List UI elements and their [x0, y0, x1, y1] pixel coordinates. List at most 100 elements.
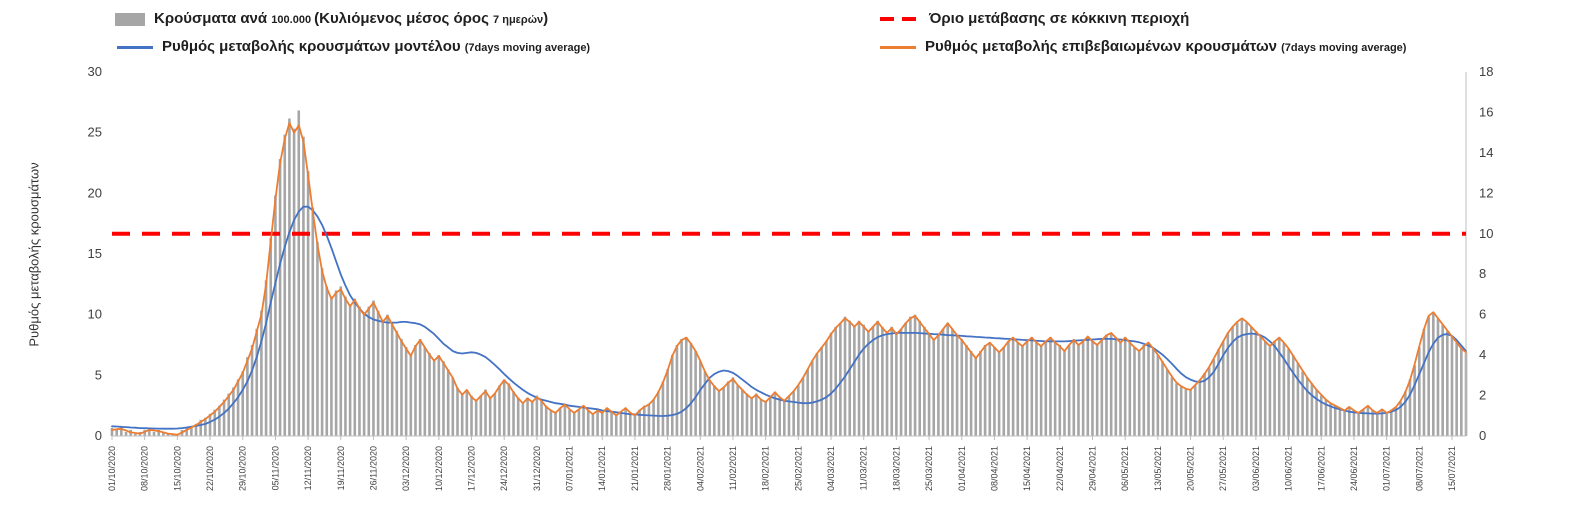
- case-bar: [717, 391, 721, 436]
- case-bar: [857, 320, 861, 436]
- case-bar: [498, 385, 501, 436]
- case-bar: [1207, 367, 1211, 436]
- legend-item-model-rate: Ρυθμός μεταβολής κρουσμάτων μοντέλου (7d…: [117, 38, 590, 56]
- case-bar: [194, 423, 198, 436]
- case-bar: [260, 310, 263, 436]
- x-tick-label: 03/06/2021: [1251, 446, 1261, 491]
- case-bar: [530, 401, 534, 436]
- legend-label: Ρυθμός μεταβολής κρουσμάτων μοντέλου: [162, 38, 465, 55]
- case-bar: [1245, 322, 1248, 436]
- x-tick-label: 28/01/2021: [663, 446, 673, 491]
- case-bar: [465, 389, 469, 436]
- case-bar: [582, 405, 585, 436]
- x-tick-label: 22/04/2021: [1055, 446, 1065, 491]
- case-bar: [867, 330, 870, 436]
- y-right-tick-label: 6: [1479, 307, 1486, 322]
- case-bar: [829, 332, 833, 436]
- x-tick-label: 10/12/2020: [434, 446, 444, 491]
- case-bar: [1277, 336, 1281, 436]
- case-bar: [339, 286, 343, 436]
- case-bar: [1109, 332, 1113, 436]
- case-bar: [1095, 345, 1099, 436]
- case-bar: [255, 328, 259, 436]
- case-bar: [993, 347, 996, 436]
- x-tick-label: 08/10/2020: [140, 446, 150, 491]
- case-bar: [745, 393, 749, 436]
- case-bar: [1319, 395, 1323, 436]
- case-bar: [1221, 340, 1225, 436]
- case-bar: [493, 393, 497, 436]
- case-bar: [797, 385, 800, 436]
- x-tick-label: 01/04/2021: [957, 446, 967, 491]
- case-bar: [927, 332, 931, 436]
- case-bar: [185, 427, 188, 436]
- x-tick-label: 15/10/2020: [172, 446, 182, 491]
- case-bar: [446, 369, 450, 436]
- case-bar: [1091, 340, 1094, 436]
- x-tick-label: 25/03/2021: [924, 446, 934, 491]
- x-tick-label: 14/01/2021: [597, 446, 607, 491]
- y-left-tick-label: 25: [88, 125, 102, 140]
- case-bar: [297, 110, 301, 437]
- case-bar: [390, 322, 394, 436]
- case-bar: [727, 381, 730, 436]
- case-bar: [904, 322, 908, 436]
- case-bar: [134, 433, 137, 436]
- case-bar: [1133, 347, 1136, 436]
- case-bar: [124, 431, 128, 436]
- case-bar: [633, 415, 637, 436]
- case-bar: [1413, 365, 1416, 436]
- case-bar: [1011, 336, 1015, 436]
- case-bar: [755, 393, 758, 436]
- case-bar: [946, 322, 950, 436]
- case-bar: [787, 395, 791, 436]
- case-bar: [1380, 409, 1384, 436]
- x-tick-label: 11/03/2021: [859, 446, 869, 490]
- case-bar: [913, 314, 917, 436]
- case-bar: [288, 118, 291, 436]
- case-bar: [1455, 342, 1458, 436]
- x-tick-label: 12/11/2020: [303, 446, 313, 490]
- case-bar: [848, 320, 851, 436]
- case-bar: [1390, 409, 1393, 436]
- case-bar: [540, 399, 543, 436]
- y-right-tick-label: 2: [1479, 388, 1486, 403]
- case-bar: [451, 377, 455, 436]
- case-bar: [684, 336, 688, 436]
- case-bar: [1432, 312, 1435, 436]
- case-bar: [1441, 324, 1444, 436]
- x-tick-label: 19/11/2020: [336, 446, 346, 490]
- x-tick-label: 21/01/2021: [630, 446, 640, 491]
- case-bar: [204, 417, 207, 436]
- case-bar: [1063, 351, 1066, 436]
- legend-label-small: (7days moving average): [464, 42, 591, 54]
- case-bar: [610, 411, 613, 436]
- y-right-tick-label: 10: [1479, 226, 1493, 241]
- case-bar: [162, 431, 165, 436]
- y-right-tick-label: 4: [1479, 347, 1486, 362]
- case-bar: [1114, 336, 1118, 436]
- case-bar: [965, 345, 968, 436]
- case-bar: [558, 407, 562, 436]
- case-bar: [143, 429, 146, 436]
- case-bar: [381, 320, 385, 436]
- x-tick-label: 24/12/2020: [499, 446, 509, 491]
- case-bar: [1343, 409, 1346, 436]
- case-bar: [1072, 338, 1076, 436]
- case-bar: [1137, 351, 1141, 436]
- case-bar: [269, 237, 273, 436]
- bar-swatch-icon: [115, 12, 145, 26]
- legend-item-confirmed-rate: Ρυθμός μεταβολής επιβεβαιωμένων κρουσμάτ…: [880, 38, 1406, 56]
- x-tick-label: 05/11/2020: [270, 446, 280, 490]
- case-bar: [825, 340, 828, 436]
- case-bar: [895, 332, 898, 436]
- case-bar: [769, 397, 772, 436]
- case-bar: [1119, 342, 1122, 436]
- case-bar: [190, 425, 193, 436]
- case-bar: [923, 326, 926, 436]
- y-left-tick-label: 15: [88, 246, 102, 261]
- case-bar: [344, 296, 347, 436]
- case-bar: [1324, 399, 1328, 436]
- case-bar: [642, 405, 646, 436]
- y-left-tick-label: 20: [88, 185, 102, 200]
